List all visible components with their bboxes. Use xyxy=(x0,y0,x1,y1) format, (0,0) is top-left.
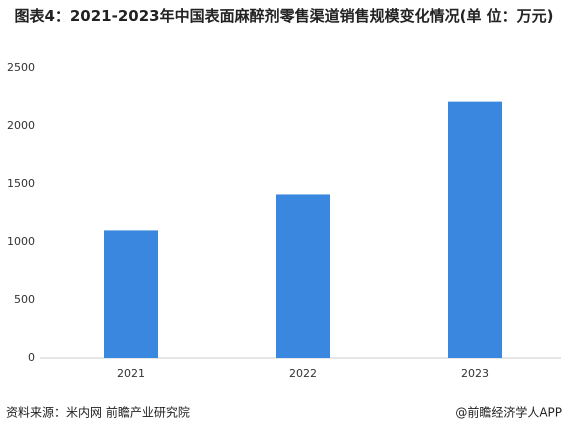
y-tick-label: 1500 xyxy=(7,177,35,190)
credit: @前瞻经济学人APP xyxy=(455,405,562,420)
source: 资料来源：米内网 前瞻产业研究院 xyxy=(6,405,190,420)
y-tick-label: 2500 xyxy=(7,61,35,74)
bar xyxy=(448,101,502,358)
y-tick-label: 0 xyxy=(28,351,35,364)
y-tick-label: 500 xyxy=(14,293,35,306)
bar xyxy=(276,194,330,358)
x-tick-label: 2021 xyxy=(117,367,145,380)
bar xyxy=(104,230,158,358)
y-tick-label: 1000 xyxy=(7,235,35,248)
y-tick-label: 2000 xyxy=(7,119,35,132)
x-tick-label: 2022 xyxy=(289,367,317,380)
x-tick-label: 2023 xyxy=(461,367,489,380)
chart-title: 图表4：2021-2023年中国表面麻醉剂零售渠道销售规模变化情况(单 位：万元… xyxy=(14,7,554,25)
